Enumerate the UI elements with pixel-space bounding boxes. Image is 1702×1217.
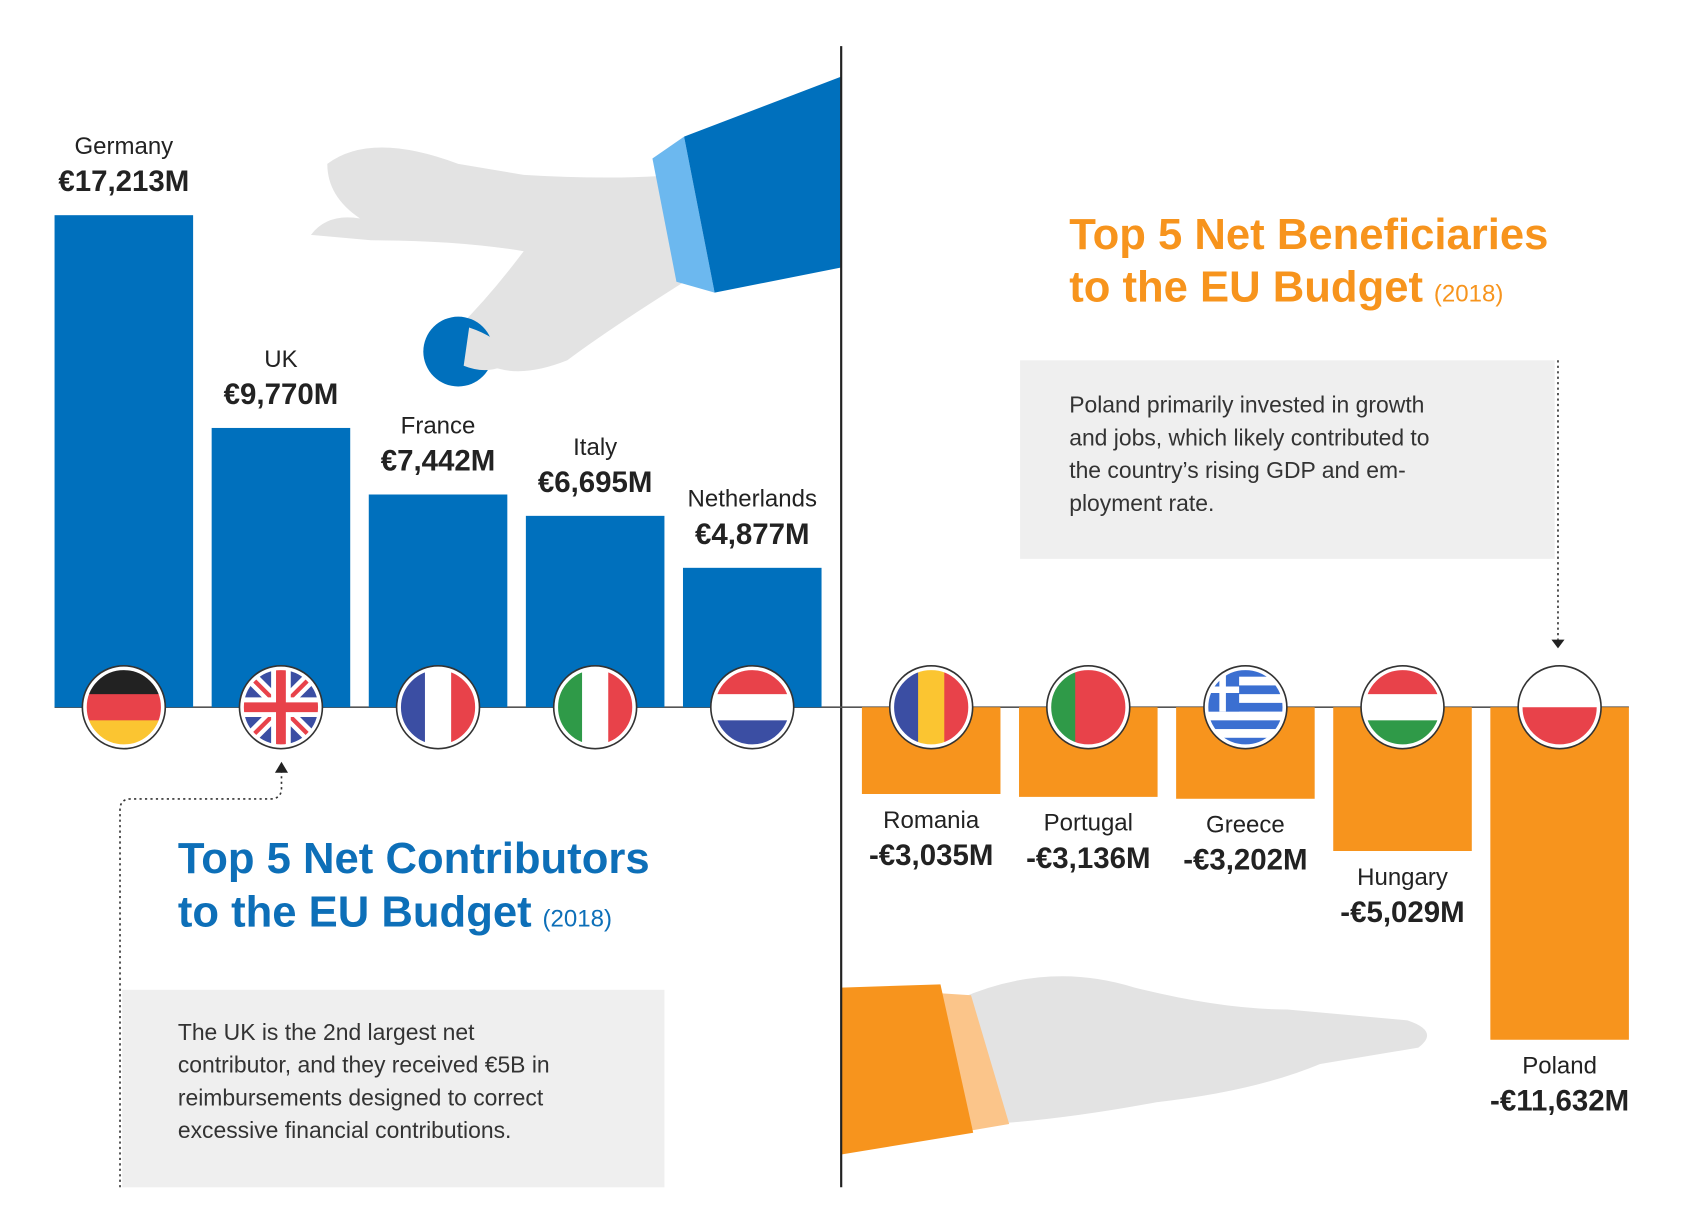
flag-stripe: [1363, 694, 1442, 721]
flag: [1206, 667, 1285, 747]
flag-ring: [1518, 665, 1602, 749]
chart-title: Top 5 Net Contributors: [178, 834, 650, 883]
flag-ring: [82, 665, 166, 749]
flag-stripe: [918, 667, 945, 747]
note-text: the country’s rising GDP and em-: [1069, 457, 1406, 483]
flag-outline: [395, 664, 481, 750]
category-label: Italy: [573, 434, 617, 461]
bar: [211, 427, 351, 708]
category-label: Germany: [74, 133, 173, 160]
bar: [54, 215, 194, 708]
flag-ring: [710, 665, 794, 749]
note-text: reimbursements designed to correct: [178, 1084, 544, 1110]
flag-stripe: [1075, 667, 1102, 747]
category-label: Greece: [1206, 812, 1285, 839]
category-label: Netherlands: [688, 486, 817, 513]
flag-stripe: [1206, 702, 1285, 713]
note-box: [1020, 360, 1555, 559]
flag-stripe: [712, 694, 792, 721]
category-label: Hungary: [1357, 864, 1448, 891]
flag-ring: [553, 665, 637, 749]
category-label: France: [401, 412, 476, 439]
pointer-arrow: [274, 761, 289, 773]
value-label: €7,442M: [381, 444, 496, 477]
pointer-arrow: [1551, 639, 1565, 649]
sleeve: [684, 76, 842, 293]
flag-stripe: [1206, 729, 1285, 739]
flag-outline: [1203, 664, 1288, 750]
chart-title-line: to the EU Budget: [1069, 262, 1423, 311]
flag-stripe: [84, 694, 164, 721]
value-label: -€3,202M: [1183, 844, 1307, 877]
value-label: -€3,035M: [869, 839, 993, 872]
flag-ring: [396, 665, 480, 749]
hand: [310, 147, 699, 372]
flag-stripe: [1206, 685, 1285, 695]
cuff: [652, 136, 715, 293]
chart-subtitle: (2018): [543, 906, 612, 933]
flag: [241, 667, 321, 747]
value-label: -€11,632M: [1490, 1085, 1629, 1118]
value-label: €9,770M: [224, 378, 339, 411]
flag-cross: [241, 667, 321, 747]
hand: [960, 976, 1428, 1125]
flag-stripe: [1206, 694, 1285, 704]
note-box: [122, 989, 665, 1188]
flag-stripe: [1206, 711, 1285, 721]
sleeve: [841, 984, 974, 1155]
flag-stripe: [582, 667, 609, 747]
category-label: UK: [264, 346, 297, 373]
note-text: and jobs, which likely contributed to: [1069, 424, 1429, 450]
value-label: €17,213M: [58, 165, 189, 198]
flag-outline: [238, 664, 324, 750]
flag-stripe: [1206, 676, 1285, 686]
flag-ring: [1361, 665, 1444, 749]
value-label: €4,877M: [695, 518, 810, 551]
flag-outline: [709, 664, 795, 750]
flag-stripe: [1520, 667, 1599, 708]
chart-title: Top 5 Net Beneficiaries: [1069, 210, 1548, 259]
flag-ring: [1203, 665, 1287, 749]
flag-outline: [1517, 664, 1602, 750]
flag-ring: [889, 665, 973, 749]
value-label: -€5,029M: [1340, 896, 1464, 929]
flag-stripe: [1206, 720, 1285, 730]
bar: [1490, 707, 1629, 1040]
value-label: €6,695M: [538, 466, 653, 499]
category-label: Romania: [883, 807, 980, 834]
pointer-line: [119, 772, 283, 1188]
note-text: excessive financial contributions.: [178, 1117, 512, 1143]
category-label: Portugal: [1044, 810, 1133, 837]
note-text: Poland primarily invested in growth: [1069, 392, 1424, 418]
note-text: ployment rate.: [1069, 490, 1214, 516]
flag-stripe: [1206, 667, 1285, 678]
flag-stripe: [424, 667, 452, 747]
chart-subtitle: (2018): [1434, 280, 1503, 307]
flag-outline: [552, 664, 638, 750]
flag-outline: [81, 664, 167, 750]
note-text: contributor, and they received €5B in: [178, 1052, 550, 1078]
flag-ring: [1046, 665, 1130, 749]
flag: [555, 667, 635, 747]
flag-outline: [888, 664, 974, 750]
flag-stripe: [1206, 737, 1285, 747]
chart-title-line: to the EU Budget: [178, 888, 532, 937]
flag-ring: [239, 665, 323, 749]
chart-title: to the EU Budget (2018): [178, 888, 612, 937]
flag-outline: [1360, 664, 1445, 750]
value-label: -€3,136M: [1026, 842, 1150, 875]
cuff: [938, 993, 1010, 1131]
chart-title: to the EU Budget (2018): [1069, 262, 1503, 311]
category-label: Poland: [1522, 1053, 1597, 1080]
thumb: [463, 327, 513, 371]
flag-outline: [1046, 664, 1131, 750]
note-text: The UK is the 2nd largest net: [178, 1019, 475, 1045]
